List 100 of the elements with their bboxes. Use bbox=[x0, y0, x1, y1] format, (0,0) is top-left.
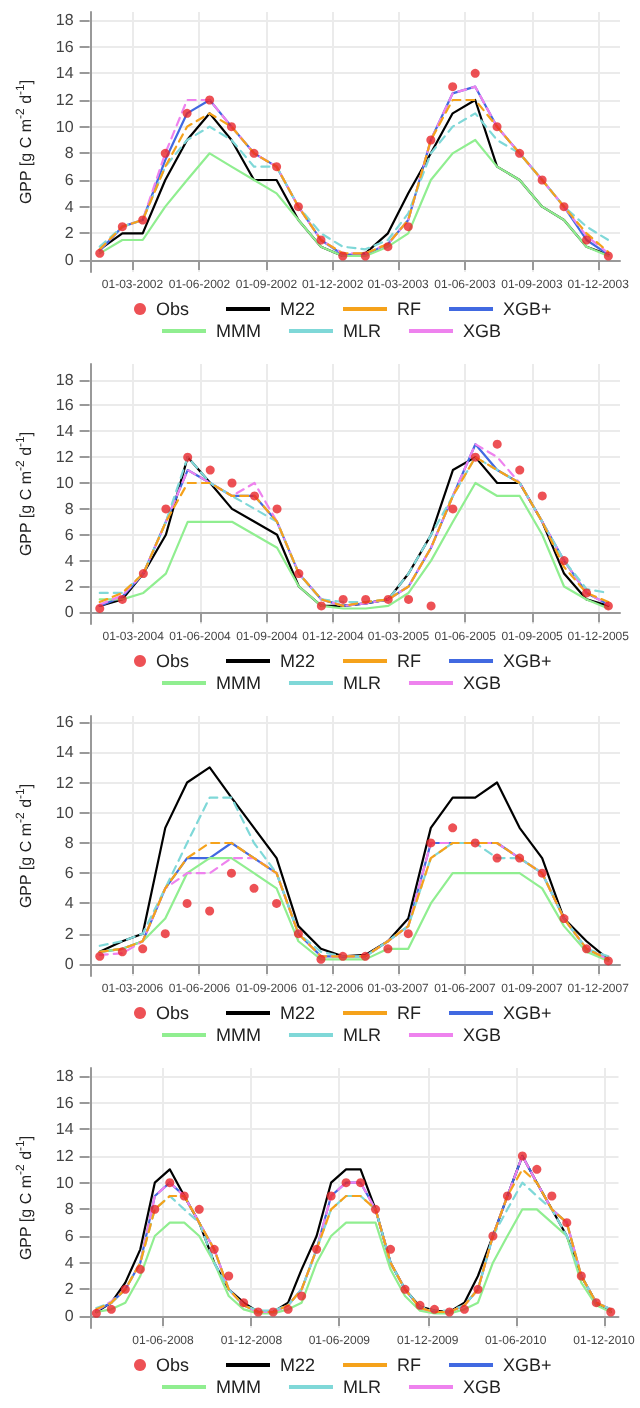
point bbox=[403, 222, 413, 232]
point bbox=[272, 504, 282, 514]
point bbox=[415, 1300, 425, 1310]
legend-label: XGB+ bbox=[503, 1003, 552, 1023]
point bbox=[224, 1271, 234, 1281]
y-tick-label: 4 bbox=[64, 894, 75, 913]
point bbox=[95, 603, 105, 613]
point bbox=[183, 452, 193, 462]
legend-label: XGB+ bbox=[503, 1355, 552, 1375]
point bbox=[226, 122, 236, 132]
legend-label: M22 bbox=[280, 651, 316, 671]
point bbox=[226, 868, 236, 878]
point bbox=[120, 1284, 130, 1294]
point bbox=[205, 95, 215, 105]
y-tick-label: 4 bbox=[64, 1253, 75, 1272]
y-tick-label: 12 bbox=[55, 448, 75, 467]
legend-label: MMM bbox=[216, 321, 261, 341]
point bbox=[562, 1218, 572, 1228]
legend-label: RF bbox=[397, 1003, 423, 1023]
point bbox=[283, 1304, 293, 1314]
y-tick-label: 10 bbox=[55, 117, 75, 136]
point bbox=[603, 601, 613, 611]
point bbox=[165, 1178, 175, 1188]
y-tick-label: 10 bbox=[55, 803, 75, 822]
y-tick-label: 8 bbox=[64, 144, 75, 163]
point bbox=[448, 823, 458, 833]
point bbox=[426, 838, 436, 848]
point bbox=[182, 108, 192, 118]
legend-label: RF bbox=[397, 299, 423, 319]
point bbox=[361, 594, 371, 604]
legend-label: Obs bbox=[156, 1355, 191, 1375]
point bbox=[272, 162, 282, 172]
point bbox=[576, 1271, 586, 1281]
point bbox=[606, 1307, 616, 1317]
point bbox=[268, 1307, 278, 1317]
y-tick-label: 0 bbox=[64, 954, 75, 973]
y-tick-label: 2 bbox=[64, 224, 75, 243]
point bbox=[537, 491, 547, 501]
point bbox=[194, 1204, 204, 1214]
point bbox=[117, 222, 127, 232]
legend-label: XGB+ bbox=[503, 299, 552, 319]
legend-label: Obs bbox=[156, 299, 191, 319]
legend-label: MLR bbox=[342, 1377, 382, 1397]
point bbox=[150, 1204, 160, 1214]
point bbox=[559, 556, 569, 566]
point bbox=[403, 929, 413, 939]
point bbox=[179, 1191, 189, 1201]
point bbox=[517, 1151, 527, 1161]
y-tick-label: 16 bbox=[55, 713, 75, 732]
point bbox=[537, 175, 547, 185]
y-tick-label: 10 bbox=[55, 474, 75, 493]
point bbox=[603, 956, 613, 966]
point bbox=[272, 898, 282, 908]
point bbox=[582, 944, 592, 954]
legend-label: XGB+ bbox=[503, 651, 552, 671]
point bbox=[249, 883, 259, 893]
y-tick-label: 8 bbox=[64, 499, 75, 518]
point bbox=[515, 853, 525, 863]
point bbox=[316, 954, 326, 964]
y-tick-label: 0 bbox=[64, 251, 75, 269]
y-tick-label: 12 bbox=[55, 91, 75, 109]
point bbox=[312, 1244, 322, 1254]
point bbox=[161, 504, 171, 514]
point bbox=[117, 947, 127, 957]
y-tick-label: 6 bbox=[64, 1227, 75, 1245]
legend-label: MMM bbox=[216, 673, 261, 693]
point bbox=[316, 235, 326, 245]
point bbox=[492, 439, 502, 449]
y-tick-label: 18 bbox=[55, 370, 75, 389]
point bbox=[160, 929, 170, 939]
point bbox=[293, 202, 303, 212]
y-tick-label: 6 bbox=[64, 525, 75, 544]
point bbox=[326, 1191, 336, 1201]
point bbox=[360, 251, 370, 261]
point bbox=[138, 944, 148, 954]
point bbox=[293, 929, 303, 939]
y-tick-label: 4 bbox=[64, 197, 75, 216]
y-tick-label: 2 bbox=[64, 577, 75, 596]
point bbox=[135, 1264, 145, 1274]
point bbox=[426, 135, 436, 145]
legend-label: MMM bbox=[216, 1377, 261, 1397]
point bbox=[95, 951, 105, 961]
point bbox=[559, 202, 569, 212]
legend-label: M22 bbox=[280, 1003, 316, 1023]
point bbox=[138, 569, 148, 579]
y-tick-label: 8 bbox=[64, 1200, 75, 1219]
point bbox=[470, 838, 480, 848]
y-tick-label: 18 bbox=[55, 11, 75, 29]
point bbox=[297, 1291, 307, 1301]
point bbox=[400, 1284, 410, 1294]
point bbox=[316, 601, 326, 611]
y-tick-label: 2 bbox=[64, 1280, 75, 1299]
point bbox=[582, 235, 592, 245]
legend-label: Obs bbox=[156, 651, 191, 671]
point bbox=[426, 601, 436, 611]
point bbox=[356, 1178, 366, 1188]
legend-label: M22 bbox=[280, 1355, 316, 1375]
point bbox=[338, 951, 348, 961]
point bbox=[404, 594, 414, 604]
point bbox=[91, 1308, 101, 1318]
